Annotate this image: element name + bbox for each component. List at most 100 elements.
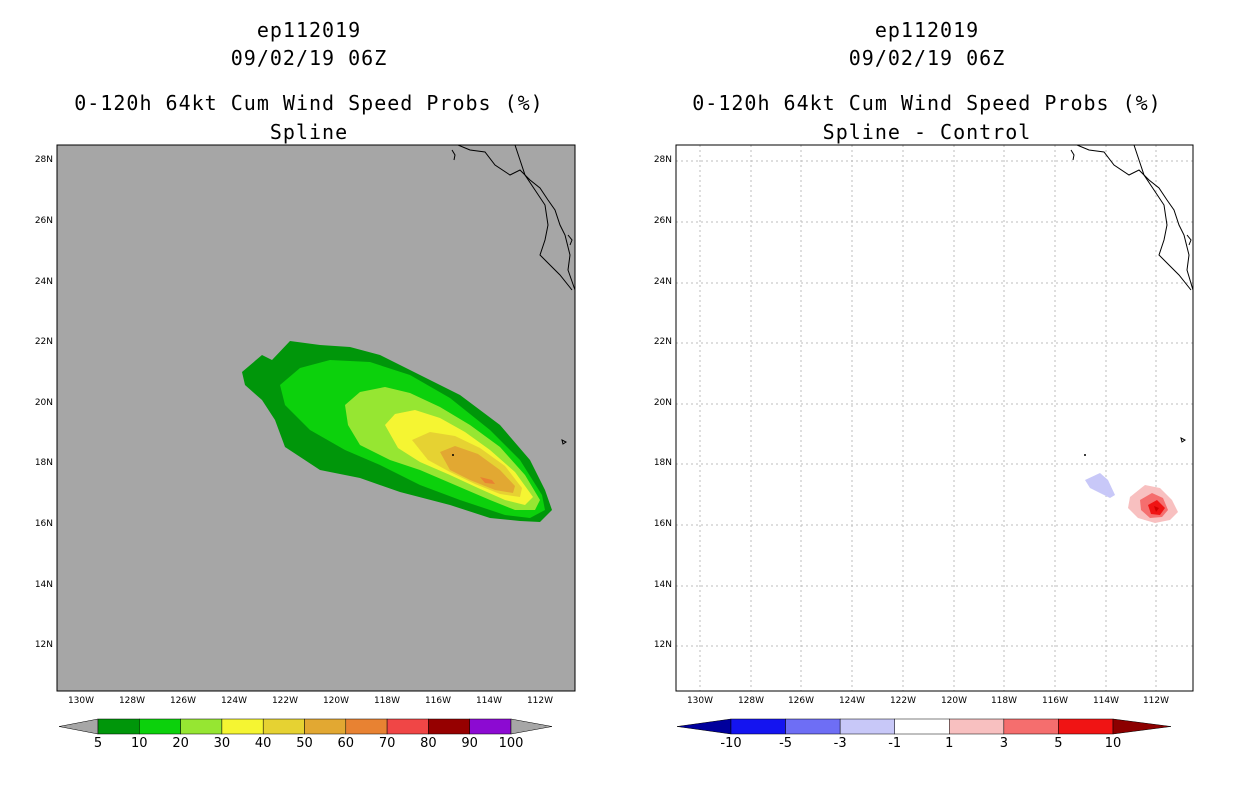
left-lat-label: 20N	[34, 398, 53, 408]
right-datetime: 09/02/19 06Z	[848, 46, 1006, 70]
right-colorbar-low-arrow	[676, 718, 732, 735]
left-colorbar-swatch	[428, 718, 470, 735]
right-coastline	[1070, 145, 1193, 443]
right-lon-label: 126W	[787, 696, 815, 706]
right-difference-contours	[1084, 454, 1178, 523]
left-colorbar-swatch	[97, 718, 140, 735]
left-lon-label: 114W	[475, 696, 503, 706]
left-lon-label: 120W	[322, 696, 350, 706]
right-colorbar-label: 5	[1054, 736, 1063, 751]
negative-area	[1085, 473, 1115, 498]
right-lon-label: 128W	[737, 696, 765, 706]
right-lat-label: 14N	[653, 580, 672, 590]
left-colorbar-swatch	[221, 718, 264, 735]
left-lat-label: 28N	[34, 155, 53, 165]
left-lat-label: 26N	[34, 216, 53, 226]
left-colorbar-swatch	[180, 718, 223, 735]
right-colorbar-label: -10	[720, 736, 742, 751]
left-lon-label: 124W	[220, 696, 248, 706]
right-lon-label: 120W	[940, 696, 968, 706]
right-storm-dot	[1084, 454, 1086, 456]
left-lon-label: 126W	[169, 696, 197, 706]
right-colorbar-swatch	[949, 718, 1005, 735]
right-storm-id: ep112019	[874, 18, 980, 42]
left-colorbar	[58, 718, 553, 735]
right-colorbar-high-arrow	[1112, 718, 1172, 735]
right-lon-label: 114W	[1092, 696, 1120, 706]
right-colorbar-label: -5	[779, 736, 793, 751]
left-subtitle: Spline	[269, 120, 349, 144]
right-map-frame	[675, 144, 1194, 692]
left-datetime: 09/02/19 06Z	[230, 46, 388, 70]
right-map-panel	[675, 144, 1194, 692]
left-lat-label: 18N	[34, 458, 53, 468]
right-lat-label: 18N	[653, 458, 672, 468]
left-lon-label: 118W	[373, 696, 401, 706]
left-lat-label: 16N	[34, 519, 53, 529]
right-colorbar-label: -3	[833, 736, 847, 751]
right-colorbar-swatch	[894, 718, 950, 735]
left-lat-label: 22N	[34, 337, 53, 347]
right-lon-label: 122W	[889, 696, 917, 706]
left-colorbar-label: 5	[93, 736, 103, 751]
left-lon-label: 112W	[526, 696, 554, 706]
left-colorbar-label: 90	[461, 736, 478, 751]
right-map-background	[676, 145, 1193, 691]
left-lon-label: 122W	[271, 696, 299, 706]
right-product-title: 0-120h 64kt Cum Wind Speed Probs (%)	[692, 91, 1162, 115]
left-colorbar-swatch	[469, 718, 512, 735]
right-colorbar	[676, 718, 1172, 735]
left-product-title: 0-120h 64kt Cum Wind Speed Probs (%)	[74, 91, 544, 115]
left-lat-label: 14N	[34, 580, 53, 590]
positive-area-10	[1154, 506, 1159, 512]
right-lat-label: 16N	[653, 519, 672, 529]
left-map-frame	[56, 144, 576, 692]
right-colorbar-swatch	[1058, 718, 1114, 735]
left-lon-label: 116W	[424, 696, 452, 706]
left-colorbar-label: 30	[213, 736, 231, 751]
left-colorbar-label: 10	[131, 736, 148, 751]
right-colorbar-swatch	[730, 718, 786, 735]
left-colorbar-label: 40	[254, 736, 272, 751]
left-colorbar-label: 20	[172, 736, 189, 751]
left-storm-id: ep112019	[256, 18, 362, 42]
left-lat-label: 24N	[34, 277, 53, 287]
right-lon-label: 130W	[686, 696, 714, 706]
right-lat-label: 24N	[653, 277, 672, 287]
right-lat-label: 22N	[653, 337, 672, 347]
left-lon-label: 130W	[67, 696, 95, 706]
right-lat-label: 26N	[653, 216, 672, 226]
right-colorbar-swatch	[839, 718, 895, 735]
contour-50	[440, 446, 515, 493]
left-colorbar-label: 70	[378, 736, 396, 751]
right-lat-label: 28N	[653, 155, 672, 165]
left-probability-contours	[242, 341, 552, 522]
left-colorbar-swatch	[345, 718, 388, 735]
left-colorbar-label: 50	[296, 736, 313, 751]
left-colorbar-swatch	[262, 718, 305, 735]
left-lat-label: 12N	[34, 640, 53, 650]
left-lon-label: 128W	[118, 696, 146, 706]
right-colorbar-label: -1	[888, 736, 902, 751]
right-colorbar-label: 1	[945, 736, 954, 751]
right-lon-label: 112W	[1142, 696, 1170, 706]
left-storm-dot	[452, 454, 454, 456]
left-colorbar-swatch	[139, 718, 181, 735]
left-colorbar-label: 100	[498, 736, 524, 751]
right-lat-label: 12N	[653, 640, 672, 650]
right-subtitle: Spline - Control	[822, 120, 1032, 144]
left-colorbar-swatch	[304, 718, 347, 735]
right-colorbar-label: 10	[1104, 736, 1122, 751]
right-lon-label: 118W	[990, 696, 1018, 706]
right-colorbar-swatch	[785, 718, 841, 735]
left-colorbar-low-arrow	[58, 718, 99, 735]
left-colorbar-high-arrow	[510, 718, 553, 735]
left-colorbar-label: 60	[337, 736, 355, 751]
right-lon-label: 124W	[838, 696, 866, 706]
right-lon-label: 116W	[1041, 696, 1069, 706]
left-colorbar-swatch	[386, 718, 429, 735]
left-map-panel	[56, 144, 576, 692]
contour-60	[480, 477, 495, 484]
right-lat-label: 20N	[653, 398, 672, 408]
